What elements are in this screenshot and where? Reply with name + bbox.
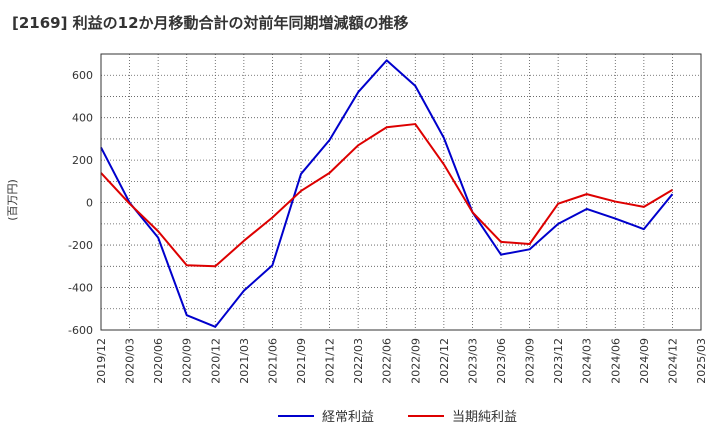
x-tick-label: 2024/09 [638, 338, 651, 384]
series-line-2 [100, 123, 673, 268]
series-line-1 [100, 59, 674, 328]
y-tick-label: -200 [68, 239, 93, 252]
y-tick-labels: -600 -400 -200 0 200 400 600 [68, 69, 93, 337]
x-tick-label: 2021/06 [266, 338, 279, 384]
x-tick-label: 2022/09 [409, 338, 422, 384]
x-tick-label: 2024/12 [666, 338, 679, 384]
x-tick-label: 2022/06 [381, 338, 394, 384]
y-tick-label: 0 [86, 197, 93, 210]
x-tick-label: 2021/12 [324, 338, 337, 384]
x-tick-label: 2023/09 [524, 338, 537, 384]
y-tick-label: 600 [72, 69, 93, 82]
x-tick-label: 2020/12 [209, 338, 222, 384]
y-tick-label: -400 [68, 282, 93, 295]
y-tick-label: -600 [68, 324, 93, 337]
x-tick-label: 2021/03 [238, 338, 251, 384]
y-tick-label: 200 [72, 154, 93, 167]
legend-label: 経常利益 [322, 410, 374, 425]
x-tick-label: 2023/03 [466, 338, 479, 384]
legend: 経常利益 当期純利益 [278, 410, 517, 425]
x-tick-label: 2020/03 [124, 338, 137, 384]
x-tick-label: 2021/09 [295, 338, 308, 384]
x-tick-label: 2022/03 [352, 338, 365, 384]
y-axis-label: (百万円) [6, 179, 19, 221]
legend-label: 当期純利益 [452, 410, 517, 425]
x-tick-label: 2024/06 [609, 338, 622, 384]
x-tick-label: 2022/12 [438, 338, 451, 384]
x-tick-label: 2020/09 [181, 338, 194, 384]
x-tick-label: 2023/12 [552, 338, 565, 384]
x-tick-label: 2020/06 [152, 338, 165, 384]
y-tick-label: 400 [72, 112, 93, 125]
series-lines [100, 59, 674, 328]
x-tick-label: 2024/03 [581, 338, 594, 384]
chart-title: [2169] 利益の12か月移動合計の対前年同期増減額の推移 [12, 14, 409, 32]
x-tick-label: 2025/03 [695, 338, 708, 384]
plot-frame [100, 53, 702, 331]
grid-lines [101, 54, 701, 330]
x-tick-labels: 2019/12 2020/03 2020/06 2020/09 2020/12 2021/… [95, 338, 708, 384]
x-tick-label: 2023/06 [495, 338, 508, 384]
x-tick-label: 2019/12 [95, 338, 108, 384]
